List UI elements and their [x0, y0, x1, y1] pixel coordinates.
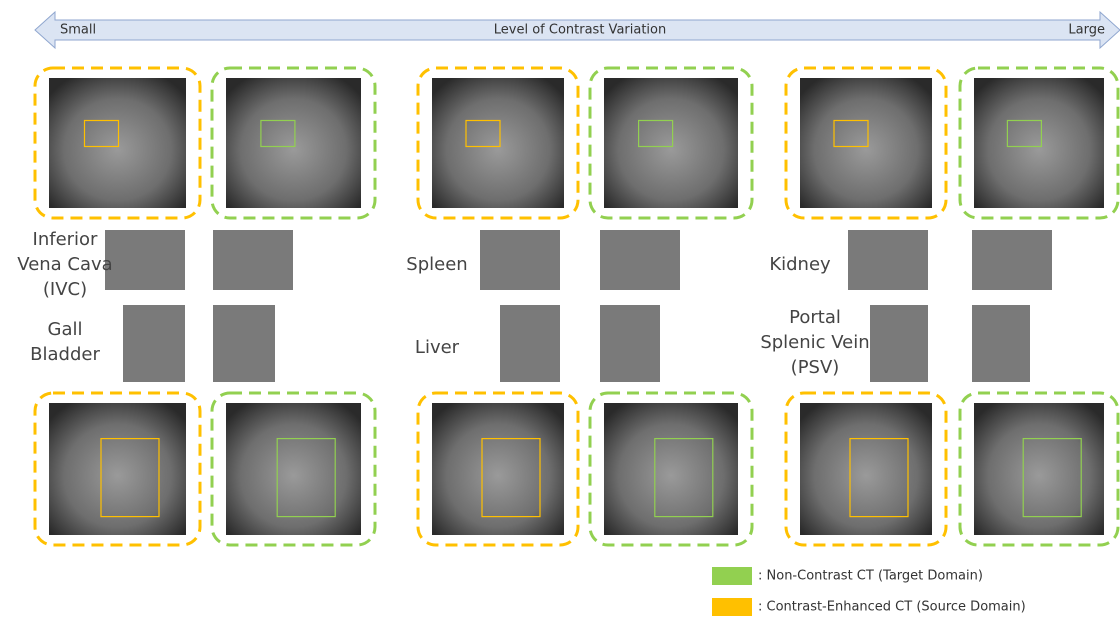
ct-image	[432, 78, 564, 208]
ct-image	[604, 78, 738, 208]
crop-image	[105, 230, 185, 290]
crop-image	[600, 305, 660, 382]
crop-image	[972, 305, 1030, 382]
ct-image	[49, 78, 186, 208]
ct-image	[226, 403, 361, 535]
crop-image	[213, 305, 275, 382]
crop-image	[480, 230, 560, 290]
organ-label: (PSV)	[791, 357, 840, 378]
legend-text: : Non-Contrast CT (Target Domain)	[758, 569, 983, 584]
organ-label: Bladder	[30, 344, 100, 365]
legend-text: : Contrast-Enhanced CT (Source Domain)	[758, 600, 1026, 615]
crop-image	[213, 230, 293, 290]
ct-image	[800, 78, 932, 208]
crop-image	[500, 305, 560, 382]
crop-image	[848, 230, 928, 290]
image-layer: Inferior Vena Cava (IVC) Gall Bladder Spleen L…	[17, 68, 1118, 616]
organ-label: Portal	[789, 307, 841, 328]
crop-image	[870, 305, 928, 382]
organ-label: Inferior	[33, 229, 99, 250]
ct-image	[974, 403, 1104, 535]
figure: Small Level of Contrast Variation Large …	[0, 0, 1120, 619]
organ-label: Gall	[48, 319, 83, 340]
ct-image	[432, 403, 564, 535]
arrow-right-label: Large	[1068, 23, 1105, 38]
legend-swatch	[712, 567, 752, 585]
crop-image	[600, 230, 680, 290]
arrow-left-label: Small	[60, 23, 96, 38]
organ-label: Vena Cava	[17, 254, 112, 275]
organ-label: (IVC)	[43, 279, 87, 300]
ct-image	[974, 78, 1104, 208]
crop-image	[972, 230, 1052, 290]
crop-image	[123, 305, 185, 382]
ct-image	[800, 403, 932, 535]
organ-label: Liver	[415, 337, 460, 358]
organ-label: Splenic Vein	[760, 332, 869, 353]
arrow-title: Level of Contrast Variation	[494, 23, 666, 38]
organ-label: Spleen	[406, 254, 467, 275]
organ-label: Kidney	[769, 254, 831, 275]
ct-image	[49, 403, 186, 535]
legend-swatch	[712, 598, 752, 616]
ct-image	[226, 78, 361, 208]
ct-image	[604, 403, 738, 535]
